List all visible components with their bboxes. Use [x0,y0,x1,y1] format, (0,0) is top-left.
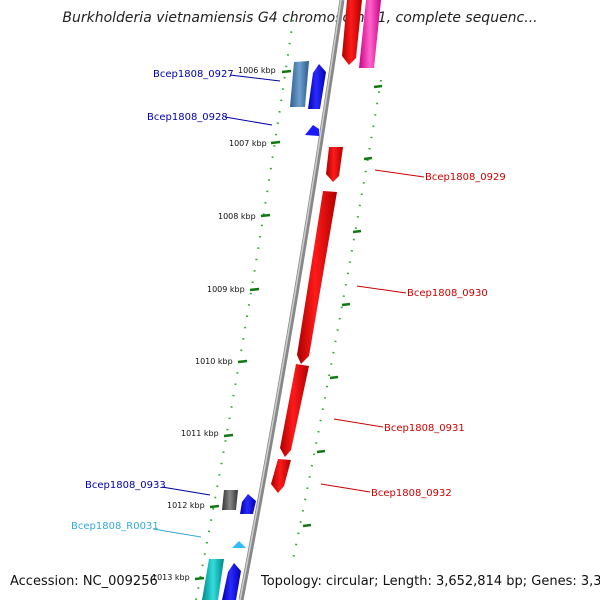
tick-mark [260,213,271,218]
map-title: Burkholderia vietnamiensis G4 chromosome… [62,10,538,26]
tick-mark [281,69,292,74]
tick-label: 1012 kbp [167,501,205,510]
leader-bcep1808-0927 [229,74,281,82]
gene-label[interactable]: Bcep1808_0929 [425,172,506,183]
reverse-track-dots [292,79,382,561]
gene-label[interactable]: Bcep1808_0932 [371,488,452,499]
topology-text: Topology: circular; Length: 3,652,814 bp… [261,574,600,589]
tick-mark-minor [302,523,312,528]
gene-top-pink[interactable] [359,0,381,68]
gene-bcep1808-0931[interactable] [280,364,309,457]
gene-label[interactable]: Bcep1808_0930 [407,288,488,299]
tick-mark-minor [373,84,383,89]
tick-mark [194,576,205,581]
tick-mark-minor [341,302,351,307]
gene-label[interactable]: Bcep1808_0933 [85,480,166,491]
genome-backbone-highlight [239,0,342,600]
gene-top-red[interactable] [342,0,362,65]
leader-bcep1808-0928 [224,116,273,126]
leader-bcep1808-0930 [356,285,407,294]
gene-bcep1808-0933[interactable] [240,494,256,514]
gene-bcep1808-0930[interactable] [297,191,337,364]
gene-label[interactable]: Bcep1808_0928 [147,112,228,123]
gene-bcep1808-0928[interactable] [305,125,319,136]
leader-bcep1808-0931 [333,418,384,428]
tick-label: 1006 kbp [238,66,276,75]
gene-bcep1808-0929[interactable] [326,147,343,182]
tick-label: 1011 kbp [181,429,219,438]
accession-text: Accession: NC_009256 [10,574,158,589]
tick-label: 1013 kbp [152,573,190,582]
tick-mark-minor [363,156,373,161]
leader-bcep1808-0933 [161,486,211,496]
tick-label: 1008 kbp [218,212,256,221]
gene-bottom-blue[interactable] [222,563,241,600]
leader-bcep1808-0932 [320,483,371,493]
gene-label[interactable]: Bcep1808_0931 [384,423,465,434]
tick-mark [237,359,248,364]
gene-bcep1808-r0031[interactable] [232,541,246,548]
gene-label[interactable]: Bcep1808_R0031 [71,521,159,532]
tick-mark [270,140,281,145]
tick-mark-minor [352,229,362,234]
gene-bcep1808-0927[interactable] [308,64,326,109]
leader-bcep1808-r0031 [152,528,202,538]
gene-bottom-teal[interactable] [202,559,224,600]
gene-gray-neighbor[interactable] [222,490,238,510]
tick-mark [209,504,220,509]
leader-bcep1808-0929 [374,169,425,178]
gene-bcep1808-0926[interactable] [290,61,309,107]
tick-mark [223,433,234,438]
kbp-ticks: 1006 kbp 1007 kbp 1008 kbp 1009 kbp 1010… [152,66,383,582]
tick-mark-minor [329,375,339,380]
gene-label[interactable]: Bcep1808_0927 [153,69,234,80]
tick-label: 1009 kbp [207,285,245,294]
gene-bcep1808-0932[interactable] [271,459,291,493]
tick-label: 1007 kbp [229,139,267,148]
tick-mark-minor [316,449,326,454]
tick-mark [249,287,260,292]
genome-backbone [238,0,345,600]
tick-label: 1010 kbp [195,357,233,366]
